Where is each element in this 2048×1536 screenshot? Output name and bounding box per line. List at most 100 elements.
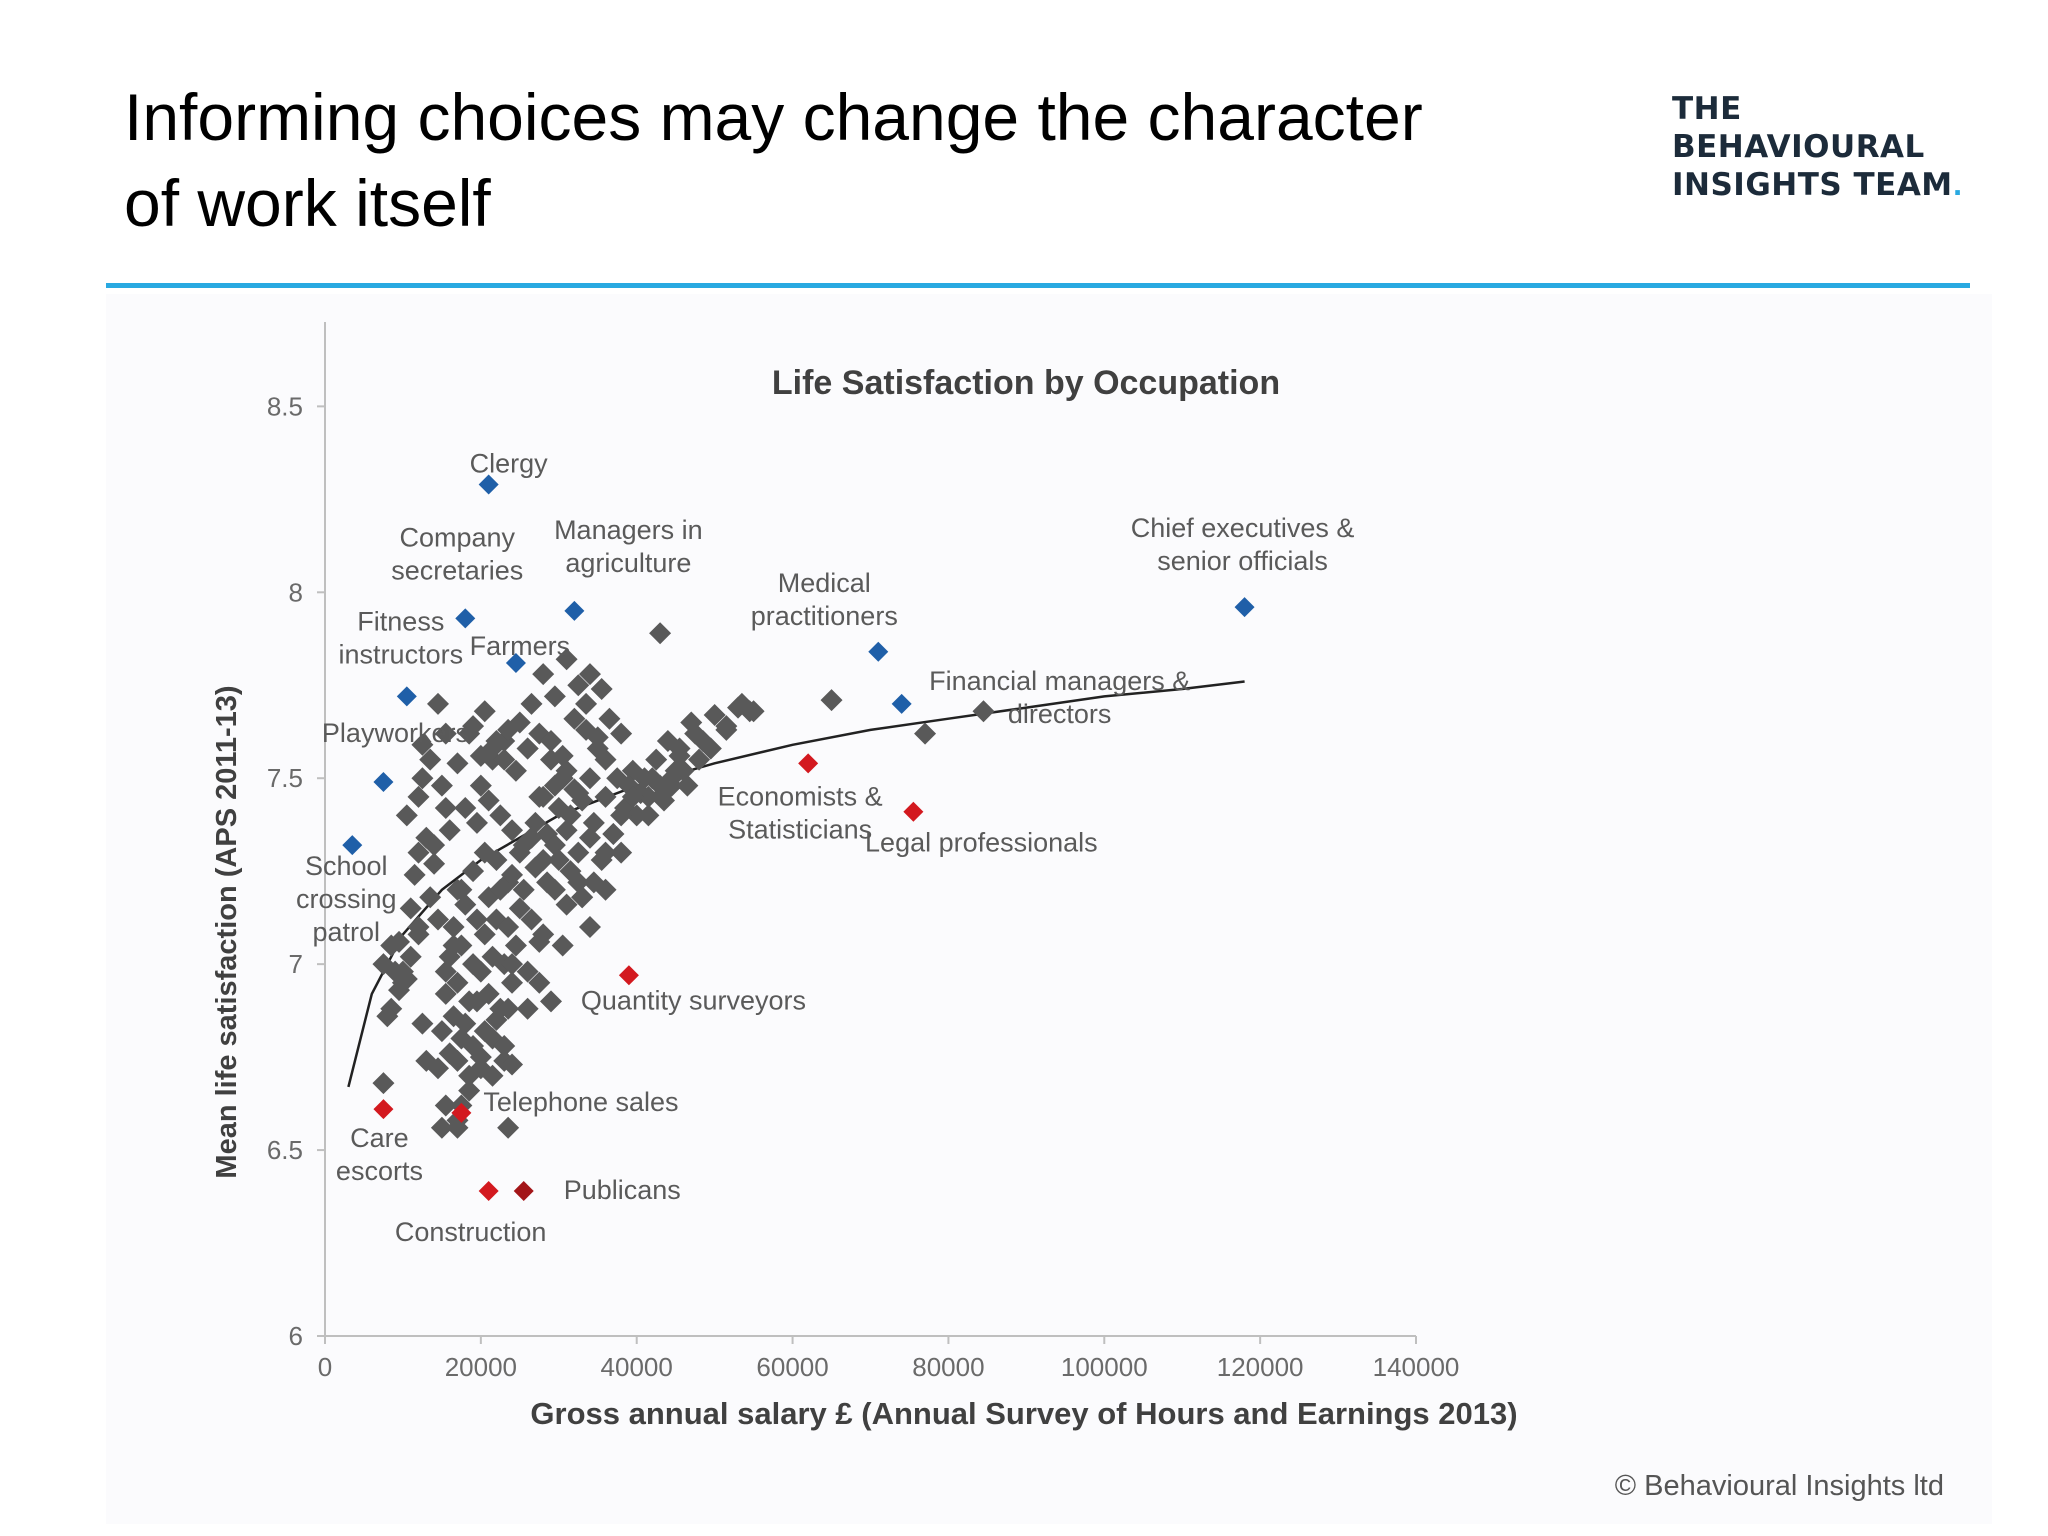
point-label-line: Fitness <box>357 606 444 636</box>
grey-data-point <box>426 692 449 715</box>
logo-line-3: INSIGHTS TEAM. <box>1672 166 1972 206</box>
grey-data-point <box>450 934 473 957</box>
grey-data-point <box>411 1012 434 1035</box>
grey-data-point <box>501 971 524 994</box>
grey-data-point <box>520 826 543 849</box>
grey-data-point <box>434 1094 457 1117</box>
title-divider <box>106 283 1970 288</box>
point-label-line: Clergy <box>470 448 549 478</box>
blue-data-point <box>891 693 912 714</box>
grey-data-point <box>684 722 707 745</box>
point-label-line: instructors <box>339 639 464 669</box>
grey-data-point <box>434 796 457 819</box>
grey-data-point <box>512 878 535 901</box>
grey-data-point <box>551 934 574 957</box>
point-label-line: Quantity surveyors <box>581 985 806 1015</box>
grey-data-point <box>742 700 765 723</box>
grey-data-point <box>528 930 551 953</box>
point-label-line: Company <box>399 522 515 552</box>
grey-data-point <box>376 1005 399 1028</box>
grey-data-point <box>625 804 648 827</box>
grey-data-point <box>465 908 488 931</box>
blue-data-point <box>455 608 476 629</box>
grey-data-point <box>578 826 601 849</box>
y-tick-label: 8 <box>289 577 303 607</box>
point-label-line: Economists & <box>718 781 883 811</box>
point-label-line: senior officials <box>1157 546 1328 576</box>
grey-data-point <box>914 722 937 745</box>
grey-data-point <box>516 997 539 1020</box>
slide-title-line-1: Informing choices may change the charact… <box>124 80 1423 154</box>
grey-data-point <box>423 834 446 857</box>
grey-data-point <box>688 748 711 771</box>
point-label: Fitness instructors <box>339 606 464 669</box>
grey-data-point <box>555 759 578 782</box>
grey-data-point <box>602 823 625 845</box>
point-label: Economists & Statisticians <box>718 781 883 844</box>
grey-data-point <box>567 841 590 864</box>
grey-data-point <box>516 737 539 760</box>
x-tick-label: 60000 <box>756 1352 828 1382</box>
blue-data-point <box>868 641 889 662</box>
grey-data-point <box>520 908 543 931</box>
grey-data-point <box>489 878 512 901</box>
grey-data-point <box>501 863 524 886</box>
grey-data-point <box>438 945 461 968</box>
point-label: Financial managers & directors <box>929 666 1190 729</box>
grey-data-point <box>430 1020 453 1043</box>
grey-data-point <box>446 1116 469 1139</box>
grey-data-point <box>407 841 430 864</box>
grey-data-point <box>610 722 633 745</box>
life-satisfaction-chart: Life Satisfaction by Occupation Mean lif… <box>211 322 1518 1431</box>
y-tick-label: 7 <box>289 949 303 979</box>
x-tick-label: 80000 <box>912 1352 984 1382</box>
grey-data-point <box>520 692 543 715</box>
point-label-line: patrol <box>313 917 381 947</box>
point-label: Care escorts <box>336 1123 423 1186</box>
grey-data-point <box>372 1072 395 1095</box>
point-label: School crossing patrol <box>296 851 397 947</box>
point-label: Legal professionals <box>865 828 1098 858</box>
grey-data-point <box>660 774 683 797</box>
grey-data-point <box>446 971 469 994</box>
point-label: Company secretaries <box>391 522 523 585</box>
grey-data-point <box>543 685 566 708</box>
point-label-line: escorts <box>336 1156 423 1186</box>
grey-data-point <box>458 722 481 745</box>
grey-data-point <box>469 960 492 983</box>
grey-data-point <box>458 1079 481 1102</box>
grey-data-point <box>403 863 426 886</box>
grey-data-point <box>426 908 449 931</box>
grey-data-point <box>423 852 446 875</box>
grey-data-point <box>395 968 418 991</box>
point-label: Chief executives & senior officials <box>1131 513 1355 576</box>
x-tick-label: 20000 <box>445 1352 517 1382</box>
grey-data-point <box>458 1064 481 1087</box>
grey-data-point <box>543 774 566 797</box>
grey-data-point <box>555 819 578 842</box>
point-label: Telephone sales <box>483 1087 678 1117</box>
y-tick-label: 6 <box>289 1321 303 1351</box>
behavioural-insights-logo: THE BEHAVIOURAL INSIGHTS TEAM. <box>1672 90 1972 206</box>
grey-data-point <box>442 915 465 938</box>
grey-data-point <box>532 663 555 686</box>
point-label: Construction <box>395 1217 547 1247</box>
grey-data-point <box>454 1012 477 1035</box>
grey-data-point <box>481 1064 504 1087</box>
grey-data-point <box>547 849 570 872</box>
point-label-line: practitioners <box>751 601 898 631</box>
grey-data-point <box>555 648 578 671</box>
grey-data-point <box>407 785 430 808</box>
grey-data-point <box>555 893 578 916</box>
grey-data-point <box>450 1027 473 1050</box>
grey-data-point <box>399 897 422 920</box>
grey-data-point <box>473 700 496 723</box>
chart-panel: Life Satisfaction by Occupation Mean lif… <box>106 294 1992 1524</box>
grey-data-point <box>637 804 660 827</box>
grey-data-point <box>446 1049 469 1072</box>
point-label-line: Telephone sales <box>483 1087 678 1117</box>
grey-data-point <box>586 726 609 749</box>
grey-data-point <box>590 677 613 700</box>
grey-data-point <box>485 730 508 753</box>
grey-data-point <box>594 748 617 771</box>
